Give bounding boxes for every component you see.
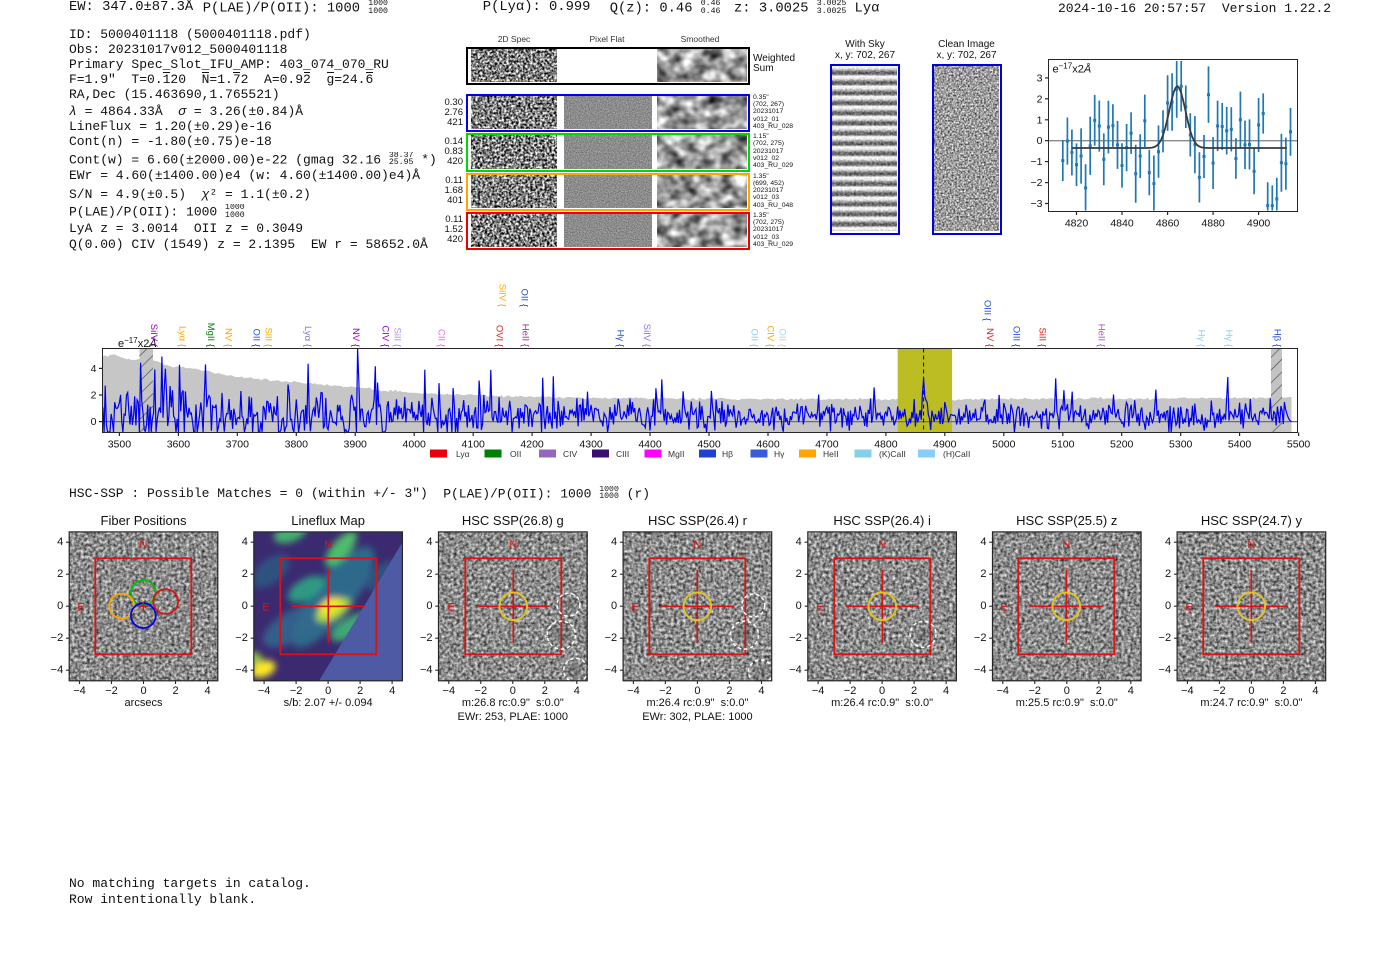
svg-text:4700: 4700 bbox=[815, 439, 839, 451]
svg-text:−3: −3 bbox=[1031, 198, 1043, 210]
svg-text:N: N bbox=[878, 539, 886, 551]
svg-text:E: E bbox=[631, 601, 638, 613]
svg-text:3500: 3500 bbox=[108, 439, 132, 451]
svg-text:CIII: CIII bbox=[616, 449, 629, 459]
svg-text:OIII {: OIII { bbox=[982, 300, 993, 321]
svg-text:N: N bbox=[324, 539, 332, 551]
svg-text:4900: 4900 bbox=[933, 439, 957, 451]
svg-text:N: N bbox=[140, 539, 148, 551]
svg-text:4900: 4900 bbox=[1247, 218, 1271, 230]
svg-text:E: E bbox=[1001, 601, 1008, 613]
svg-text:SiIV {: SiIV { bbox=[497, 284, 508, 307]
svg-text:OII {: OII { bbox=[251, 329, 262, 347]
svg-text:(H)CaII: (H)CaII bbox=[943, 449, 970, 459]
svg-text:E: E bbox=[262, 601, 269, 613]
svg-text:CII {: CII { bbox=[436, 329, 447, 347]
svg-text:3800: 3800 bbox=[285, 439, 309, 451]
svg-text:Hγ {: Hγ { bbox=[615, 330, 626, 347]
svg-text:Hγ {: Hγ { bbox=[1223, 330, 1234, 347]
svg-text:Hγ {: Hγ { bbox=[1196, 330, 1207, 347]
svg-text:HeII {: HeII { bbox=[520, 324, 531, 347]
svg-text:2: 2 bbox=[1037, 93, 1043, 105]
svg-text:NV {: NV { bbox=[223, 328, 234, 347]
svg-text:5400: 5400 bbox=[1228, 439, 1252, 451]
svg-text:N: N bbox=[693, 539, 701, 551]
svg-text:2: 2 bbox=[91, 390, 97, 402]
svg-text:SiII {: SiII { bbox=[392, 327, 403, 347]
svg-text:Hβ: Hβ bbox=[722, 449, 733, 459]
svg-text:4: 4 bbox=[91, 363, 97, 375]
svg-text:MgII: MgII bbox=[668, 449, 685, 459]
svg-text:4820: 4820 bbox=[1065, 218, 1089, 230]
svg-text:SiIV {: SiIV { bbox=[148, 324, 159, 347]
svg-text:SiII {: SiII { bbox=[1037, 327, 1048, 347]
svg-text:3: 3 bbox=[1037, 72, 1043, 84]
svg-text:4600: 4600 bbox=[756, 439, 780, 451]
svg-text:3700: 3700 bbox=[226, 439, 250, 451]
svg-text:4100: 4100 bbox=[462, 439, 486, 451]
svg-text:Lyα: Lyα bbox=[456, 449, 470, 459]
svg-text:Hβ {: Hβ { bbox=[1272, 329, 1283, 347]
svg-text:−1: −1 bbox=[1031, 156, 1043, 168]
svg-text:E: E bbox=[816, 601, 823, 613]
svg-text:E: E bbox=[1185, 601, 1192, 613]
svg-text:NV {: NV { bbox=[984, 328, 995, 347]
svg-text:Hγ: Hγ bbox=[774, 449, 785, 459]
svg-text:SiIV {: SiIV { bbox=[641, 324, 652, 347]
svg-text:N: N bbox=[509, 539, 517, 551]
svg-text:5000: 5000 bbox=[992, 439, 1016, 451]
svg-text:N: N bbox=[1247, 539, 1255, 551]
svg-text:4200: 4200 bbox=[520, 439, 544, 451]
svg-text:HeII {: HeII { bbox=[1096, 324, 1107, 347]
svg-text:OII: OII bbox=[510, 449, 521, 459]
svg-text:5500: 5500 bbox=[1287, 439, 1311, 451]
svg-text:CIV {: CIV { bbox=[380, 325, 391, 347]
svg-text:(K)CaII: (K)CaII bbox=[879, 449, 906, 459]
svg-text:CIV {: CIV { bbox=[765, 325, 776, 347]
svg-text:1: 1 bbox=[1037, 114, 1043, 126]
svg-text:OII {: OII { bbox=[749, 329, 760, 347]
svg-text:4860: 4860 bbox=[1156, 218, 1180, 230]
svg-text:NV {: NV { bbox=[350, 328, 361, 347]
svg-text:Lyα {: Lyα { bbox=[177, 326, 188, 347]
svg-text:3900: 3900 bbox=[344, 439, 368, 451]
svg-text:4840: 4840 bbox=[1110, 218, 1134, 230]
svg-text:4400: 4400 bbox=[638, 439, 662, 451]
svg-text:5200: 5200 bbox=[1110, 439, 1134, 451]
svg-text:E: E bbox=[447, 601, 454, 613]
svg-text:3600: 3600 bbox=[167, 439, 191, 451]
svg-text:e−17x2Å: e−17x2Å bbox=[1053, 61, 1092, 76]
svg-text:SiII {: SiII { bbox=[263, 327, 274, 347]
svg-text:CIV: CIV bbox=[563, 449, 578, 459]
svg-text:Lyα {: Lyα { bbox=[302, 326, 313, 347]
svg-text:N: N bbox=[1063, 539, 1071, 551]
svg-text:4800: 4800 bbox=[874, 439, 898, 451]
svg-text:OIII {: OIII { bbox=[1011, 326, 1022, 347]
svg-text:4880: 4880 bbox=[1201, 218, 1225, 230]
svg-text:0: 0 bbox=[1037, 135, 1043, 147]
svg-text:E: E bbox=[78, 601, 85, 613]
svg-text:4000: 4000 bbox=[403, 439, 427, 451]
svg-text:5300: 5300 bbox=[1169, 439, 1193, 451]
svg-text:4500: 4500 bbox=[697, 439, 721, 451]
svg-text:4300: 4300 bbox=[579, 439, 603, 451]
svg-text:0: 0 bbox=[91, 416, 97, 428]
svg-text:OII {: OII { bbox=[777, 329, 788, 347]
svg-text:−2: −2 bbox=[1031, 177, 1043, 189]
svg-text:OII {: OII { bbox=[519, 289, 530, 307]
svg-text:OVI {: OVI { bbox=[494, 325, 505, 347]
svg-text:MgII {: MgII { bbox=[205, 323, 216, 347]
svg-text:5100: 5100 bbox=[1051, 439, 1075, 451]
svg-text:HeII: HeII bbox=[823, 449, 839, 459]
